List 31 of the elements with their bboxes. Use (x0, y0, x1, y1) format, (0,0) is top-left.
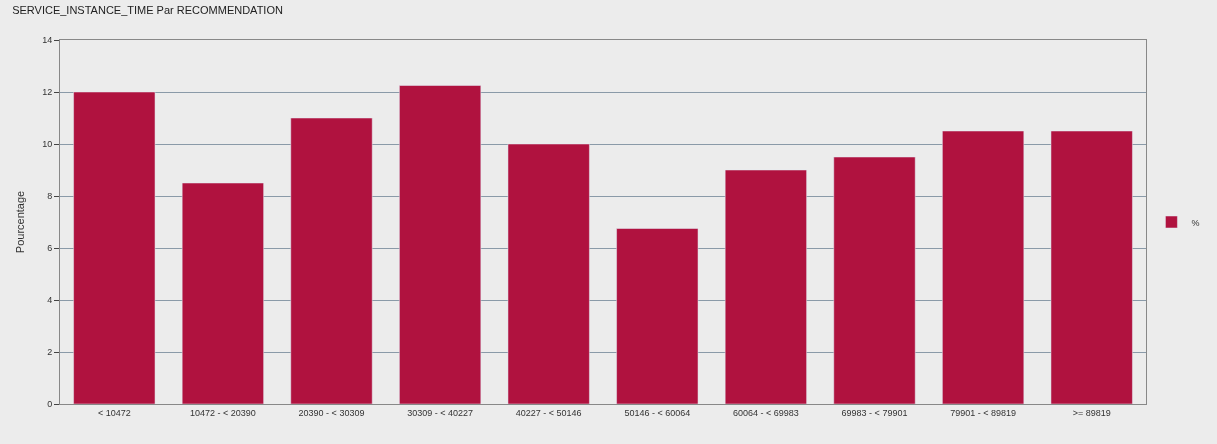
y-tick-label: 0 (47, 399, 53, 410)
x-tick-label: >= 89819 (1072, 407, 1111, 418)
x-tick-label: 40227 - < 50146 (515, 407, 582, 418)
y-tick-label: 12 (42, 87, 53, 98)
bar (833, 156, 916, 404)
y-tick-label: 6 (47, 243, 53, 254)
bar (290, 117, 373, 404)
y-tick-label: 2 (47, 347, 53, 358)
bar (507, 143, 590, 404)
x-tick-label: 69983 - < 79901 (841, 407, 908, 418)
y-axis-title: Pourcentage (13, 190, 26, 254)
chart-title: SERVICE_INSTANCE_TIME Par RECOMMENDATION (12, 4, 283, 17)
bar (1050, 130, 1133, 404)
bar (616, 228, 699, 404)
x-tick-label: 30309 - < 40227 (407, 407, 474, 418)
y-tick-label: 14 (42, 35, 53, 46)
x-tick-label: 20390 - < 30309 (298, 407, 365, 418)
x-tick-label: 79901 - < 89819 (950, 407, 1017, 418)
x-tick-label: 10472 - < 20390 (189, 407, 256, 418)
x-tick-label: 60064 - < 69983 (732, 407, 799, 418)
bar (73, 91, 156, 404)
legend-label: % (1191, 217, 1200, 228)
y-tick-label: 10 (42, 139, 53, 150)
x-tick-label: 50146 - < 60064 (624, 407, 691, 418)
bar (942, 130, 1025, 404)
bar (399, 85, 482, 404)
y-tick-label: 8 (47, 191, 53, 202)
bar (181, 182, 264, 404)
x-tick-label: < 10472 (97, 407, 131, 418)
bar (724, 169, 807, 404)
y-tick-label: 4 (47, 295, 53, 306)
